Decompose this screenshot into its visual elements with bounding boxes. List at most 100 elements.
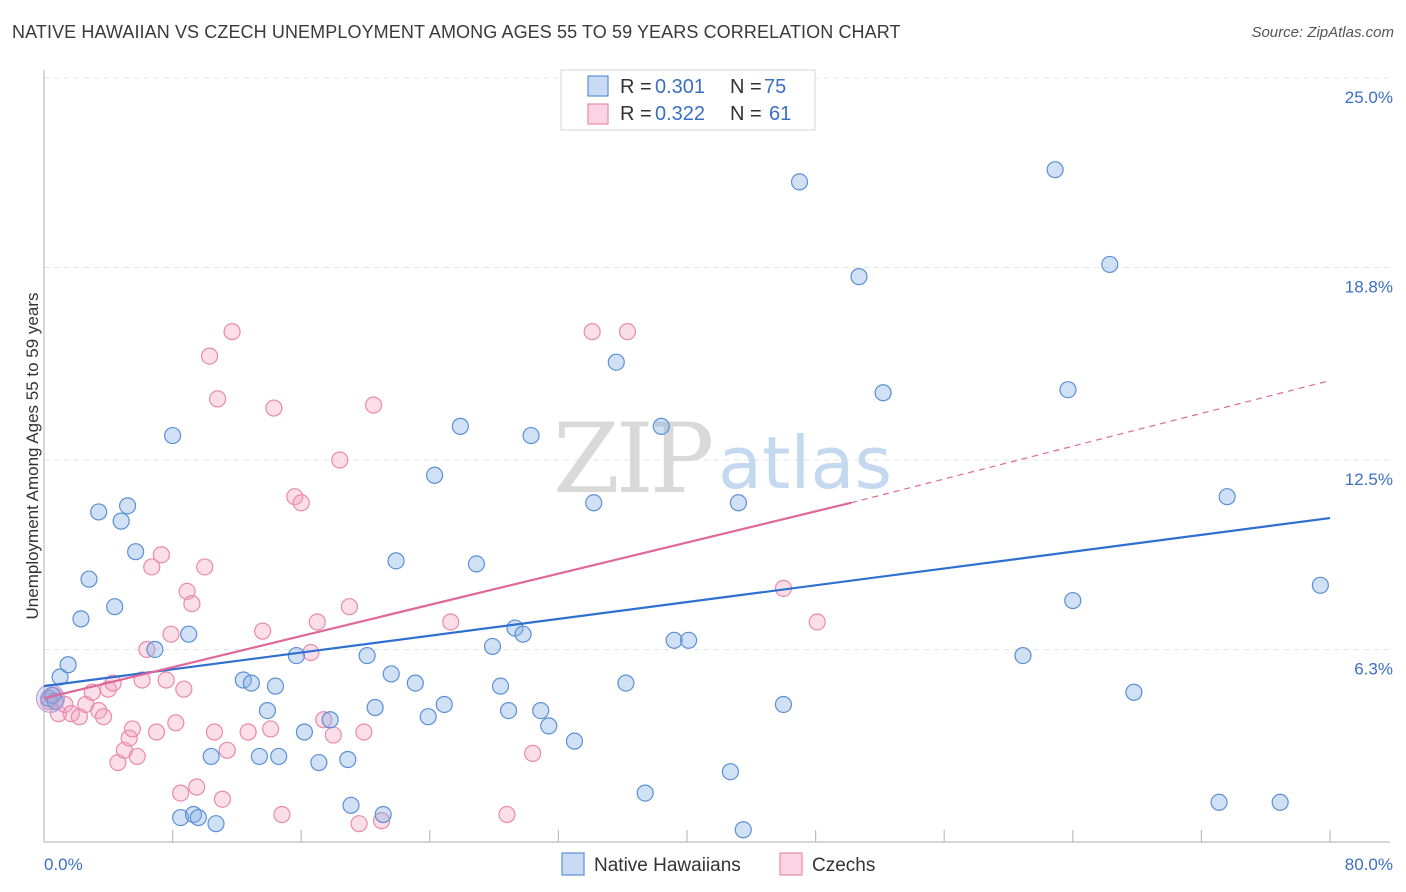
bottom-legend-pink-label: Czechs — [812, 855, 875, 876]
native-hawaiians-point — [1311, 576, 1329, 594]
native-hawaiians-point — [426, 466, 444, 484]
trend-lines — [43, 379, 1331, 700]
native-hawaiians-point — [202, 747, 220, 766]
native-hawaiians-point — [80, 570, 98, 588]
native-hawaiians-point — [184, 805, 203, 824]
native-hawaiians-point — [342, 796, 360, 814]
native-hawaiians-point — [266, 677, 285, 695]
czechs-point — [120, 729, 138, 747]
czechs-point — [152, 546, 170, 564]
czechs-point — [808, 613, 826, 631]
czechs-point — [324, 726, 342, 744]
legend-blue-r-value: 0.301 — [655, 76, 705, 98]
y-tick-label: 6.3% — [1354, 659, 1393, 678]
legend-blue-n-label: N = — [730, 76, 762, 98]
native-hawaiians-point — [734, 821, 752, 839]
czechs-point — [265, 399, 283, 417]
native-hawaiians-point — [270, 747, 288, 766]
native-hawaiians-point — [374, 805, 392, 824]
native-hawaiians-point — [172, 808, 190, 827]
native-hawaiians-point — [565, 732, 584, 750]
native-hawaiians-point — [258, 701, 277, 720]
czechs-trend-line — [43, 501, 852, 700]
native-hawaiians-point — [540, 717, 558, 735]
czechs-point — [239, 723, 257, 741]
gridlines — [44, 77, 1393, 650]
native-hawaiians-trend-line — [43, 516, 1331, 688]
czechs-point — [364, 396, 383, 414]
legend-bottom: Native Hawaiians Czechs — [561, 852, 875, 876]
native-hawaiians-point — [617, 674, 635, 692]
chart-source: Source: ZipAtlas.com — [1251, 24, 1394, 41]
czechs-point — [162, 625, 180, 643]
native-hawaiians-point — [514, 625, 532, 643]
native-hawaiians-point — [180, 625, 198, 643]
czechs-point — [286, 488, 304, 506]
native-hawaiians-point — [850, 268, 868, 286]
legend-pink-r-label: R = — [620, 103, 652, 125]
czechs-point — [183, 595, 201, 613]
native-hawaiians-point — [207, 815, 225, 833]
native-hawaiians-point — [1059, 381, 1077, 399]
native-hawaiians-point — [387, 552, 405, 570]
czechs-point — [172, 784, 190, 802]
czechs-point — [262, 720, 280, 738]
native-hawaiians-point — [287, 646, 305, 665]
x-tick-marks — [172, 830, 1331, 842]
czechs-point — [498, 805, 516, 824]
native-hawaiians-point — [358, 646, 376, 665]
native-hawaiians-point — [636, 784, 654, 802]
native-hawaiians-point — [339, 750, 357, 769]
czechs-point — [128, 747, 146, 766]
watermark: ZIP atlas — [553, 403, 892, 515]
y-tick-labels: 25.0% 18.8% 12.5% 6.3% — [1345, 88, 1393, 678]
czechs-point — [175, 680, 193, 698]
czechs-point — [123, 720, 142, 738]
czechs-point — [205, 723, 223, 741]
czechs-point — [254, 622, 272, 640]
legend-blue-r-label: R = — [620, 76, 652, 98]
native-hawaiians-point — [310, 753, 328, 772]
legend-pink-swatch — [587, 103, 609, 125]
native-hawaiians-point — [1271, 793, 1289, 811]
watermark-atlas: atlas — [718, 421, 892, 505]
native-hawaiians-point — [1064, 591, 1082, 610]
legend-pink-n-value: 61 — [769, 103, 791, 125]
czechs-point — [167, 714, 185, 732]
native-hawaiians-point — [774, 695, 793, 714]
legend-blue-n-value: 75 — [764, 76, 786, 98]
czechs-point — [94, 708, 113, 726]
czechs-points — [40, 323, 826, 833]
bottom-legend-pink-swatch — [779, 852, 803, 876]
czechs-point — [213, 790, 232, 808]
native-hawaiians-point — [729, 494, 748, 512]
native-hawaiians-points — [35, 161, 1329, 839]
czechs-point — [273, 805, 291, 824]
native-hawaiians-point — [790, 173, 809, 191]
czechs-point — [200, 347, 219, 365]
native-hawaiians-point — [72, 610, 90, 628]
legend-pink-n-label: N = — [730, 103, 762, 125]
watermark-zip: ZIP — [553, 403, 712, 515]
czechs-point — [315, 711, 333, 729]
native-hawaiians-point — [1046, 161, 1064, 179]
czechs-point — [157, 671, 175, 689]
czechs-point — [355, 723, 373, 741]
native-hawaiians-point — [467, 555, 486, 573]
native-hawaiians-point — [435, 695, 453, 714]
native-hawaiians-point — [250, 747, 269, 766]
native-hawaiians-point — [242, 674, 260, 692]
native-hawaiians-point — [680, 631, 698, 649]
native-hawaiians-point — [321, 711, 339, 729]
native-hawaiians-point — [1210, 793, 1228, 811]
native-hawaiians-point — [607, 353, 625, 371]
native-hawaiians-point — [451, 417, 469, 435]
native-hawaiians-point — [522, 426, 540, 445]
native-hawaiians-point — [721, 763, 740, 781]
legend-box — [560, 69, 816, 131]
legend-blue-swatch — [587, 75, 609, 97]
czechs-point — [372, 812, 391, 830]
native-hawaiians-point — [118, 497, 137, 515]
native-hawaiians-point — [1101, 255, 1119, 274]
